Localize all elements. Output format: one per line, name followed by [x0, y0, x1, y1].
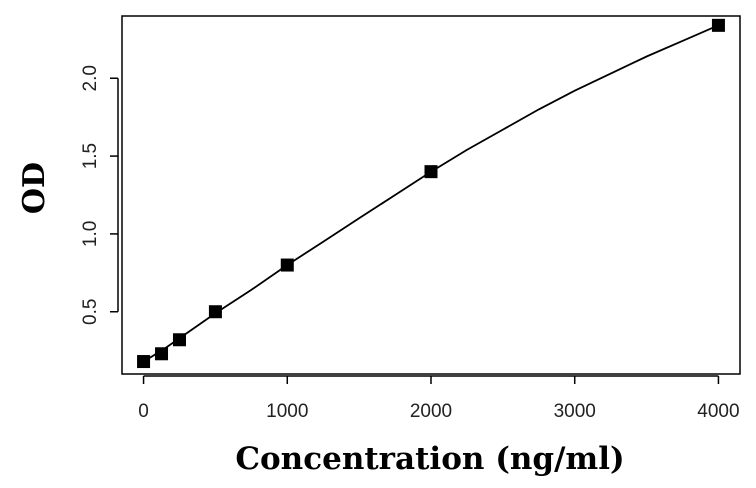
x-axis-title: Concentration (ng/ml) — [235, 441, 624, 477]
data-point-square — [424, 165, 438, 179]
y-tick-label: 0.5 — [80, 299, 101, 325]
x-axis: 0 1000 2000 3000 4000 — [138, 375, 740, 422]
x-tick-label: 1000 — [266, 401, 308, 422]
data-point-square — [137, 355, 151, 369]
y-tick-label: 1.5 — [80, 143, 101, 169]
data-point-square — [208, 305, 222, 319]
data-point-square — [280, 258, 294, 272]
data-point-square — [172, 333, 186, 347]
data-point-square — [711, 18, 725, 32]
y-axis: 0.5 1.0 1.5 2.0 — [80, 65, 119, 325]
y-tick-label: 1.0 — [80, 221, 101, 247]
x-tick-label: 0 — [138, 401, 149, 422]
x-tick-label: 3000 — [554, 401, 596, 422]
y-axis-title: OD — [17, 162, 52, 214]
x-tick-label: 4000 — [697, 401, 739, 422]
fit-curve — [143, 24, 719, 363]
data-point-square — [155, 347, 169, 361]
x-tick-label: 2000 — [410, 401, 452, 422]
y-tick-label: 2.0 — [80, 65, 101, 91]
plot-area-frame — [121, 15, 741, 375]
data-points — [137, 18, 725, 369]
